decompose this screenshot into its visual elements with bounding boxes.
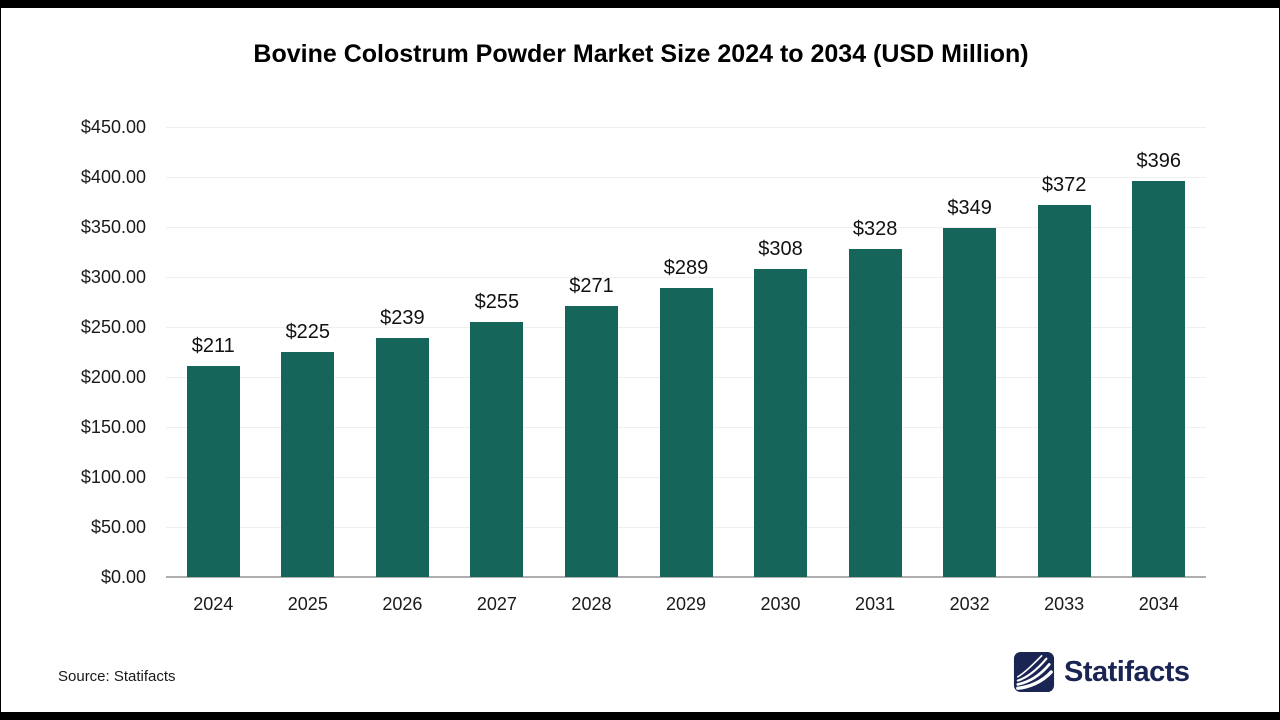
x-axis-tick-label: 2030 [760,594,801,614]
bar-value-label: $239 [380,307,425,329]
y-axis-tick-label: $450.00 [80,117,146,137]
bar-value-label: $308 [758,238,803,260]
bar-2033 [1037,205,1091,577]
brand-logo: Statifacts [1013,650,1190,694]
bar-value-label: $349 [947,197,992,219]
y-axis-tick-label: $50.00 [90,517,146,537]
brand-name: Statifacts [1064,655,1190,688]
x-axis-tick-label: 2032 [949,594,990,614]
y-axis-tick-label: $200.00 [80,367,146,387]
y-axis-tick-label: $250.00 [80,317,146,337]
bar-2032 [943,228,997,577]
x-axis-tick-label: 2026 [382,594,423,614]
bar-value-label: $328 [852,218,898,240]
bar-2026 [375,338,429,577]
gridline [166,127,1206,128]
bar-2034 [1132,181,1186,577]
x-axis-line [166,576,1206,578]
x-axis-tick-label: 2028 [571,594,612,614]
x-axis-tick-label: 2027 [476,594,517,614]
bar-value-label: $396 [1136,150,1181,172]
chart-title: Bovine Colostrum Powder Market Size 2024… [253,40,1029,68]
bar-value-label: $255 [474,291,520,313]
bar-2025 [281,352,335,577]
y-axis-tick-label: $0.00 [100,567,146,587]
bar-value-label: $271 [569,275,614,297]
x-axis-tick-label: 2034 [1138,594,1179,614]
x-axis-tick-label: 2033 [1044,594,1085,614]
bar-2028 [564,306,618,577]
y-axis-tick-label: $400.00 [80,167,146,187]
statifacts-waves-icon [1013,651,1055,693]
gridline [166,277,1206,278]
x-axis-tick-label: 2029 [665,594,707,614]
gridline [166,227,1206,228]
x-axis-tick-label: 2024 [193,594,234,614]
y-axis-tick-label: $150.00 [80,417,146,437]
gridline [166,177,1206,178]
bar-2029 [659,288,713,577]
bar-2031 [848,249,902,577]
y-axis-tick-label: $350.00 [80,217,146,237]
bar-2027 [470,322,524,577]
x-axis-tick-label: 2031 [855,594,896,614]
x-axis-tick-label: 2025 [287,594,328,614]
source-label: Source: Statifacts [58,668,176,685]
y-axis-tick-label: $100.00 [80,467,146,487]
bottom-border-bar [1,712,1280,720]
bar-value-label: $372 [1041,174,1087,196]
bar-value-label: $289 [663,257,709,279]
bar-2030 [754,269,808,577]
bar-value-label: $211 [191,335,235,357]
bar-2024 [186,366,240,577]
y-axis-tick-label: $300.00 [80,267,146,287]
top-border-bar [1,0,1280,8]
bar-value-label: $225 [285,321,331,343]
